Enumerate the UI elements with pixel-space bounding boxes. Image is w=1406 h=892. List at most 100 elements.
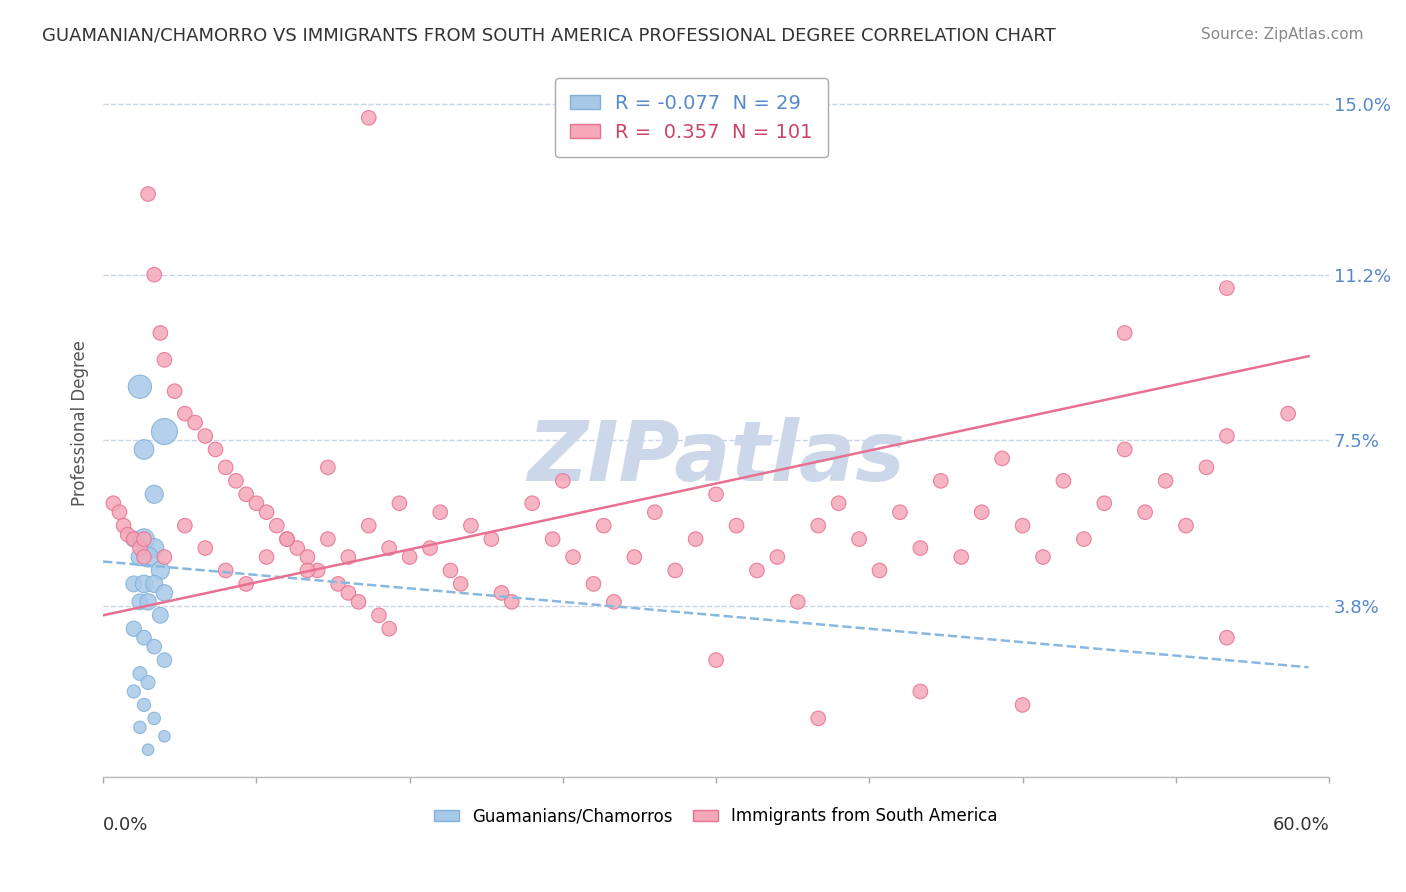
Point xyxy=(132,532,155,546)
Point xyxy=(297,564,319,578)
Point xyxy=(848,532,870,546)
Point xyxy=(132,442,155,457)
Point xyxy=(184,416,207,430)
Point xyxy=(419,541,441,555)
Point xyxy=(1216,631,1239,645)
Point xyxy=(1011,518,1033,533)
Point xyxy=(149,608,172,623)
Point xyxy=(1073,532,1095,546)
Point xyxy=(235,577,257,591)
Point xyxy=(869,564,891,578)
Point xyxy=(970,505,993,519)
Point xyxy=(122,532,145,546)
Point xyxy=(103,496,125,510)
Text: ZIPatlas: ZIPatlas xyxy=(527,417,905,499)
Point xyxy=(136,186,159,201)
Point xyxy=(136,549,159,564)
Point xyxy=(153,586,176,600)
Point xyxy=(991,451,1014,466)
Point xyxy=(725,518,748,533)
Point xyxy=(245,496,267,510)
Point xyxy=(316,532,339,546)
Point xyxy=(450,577,472,591)
Point xyxy=(950,549,973,564)
Point xyxy=(143,711,166,725)
Point xyxy=(1092,496,1115,510)
Point xyxy=(1216,429,1239,443)
Point xyxy=(132,549,155,564)
Point xyxy=(479,532,502,546)
Point xyxy=(122,622,145,636)
Point xyxy=(807,711,830,725)
Point xyxy=(929,474,952,488)
Point xyxy=(117,527,139,541)
Point xyxy=(827,496,849,510)
Point xyxy=(1114,326,1136,340)
Point xyxy=(132,532,155,546)
Point xyxy=(704,487,727,501)
Point xyxy=(1154,474,1177,488)
Point xyxy=(1195,460,1218,475)
Point xyxy=(143,577,166,591)
Point xyxy=(1133,505,1156,519)
Point xyxy=(108,505,131,519)
Point xyxy=(129,720,152,734)
Point xyxy=(129,541,152,555)
Point xyxy=(143,541,166,555)
Point xyxy=(664,564,686,578)
Point xyxy=(378,541,401,555)
Point xyxy=(132,577,155,591)
Point xyxy=(685,532,707,546)
Point xyxy=(316,460,339,475)
Point xyxy=(194,541,217,555)
Point xyxy=(173,407,195,421)
Text: GUAMANIAN/CHAMORRO VS IMMIGRANTS FROM SOUTH AMERICA PROFESSIONAL DEGREE CORRELAT: GUAMANIAN/CHAMORRO VS IMMIGRANTS FROM SO… xyxy=(42,27,1056,45)
Point xyxy=(429,505,451,519)
Point xyxy=(143,268,166,282)
Point xyxy=(337,549,360,564)
Point xyxy=(562,549,585,564)
Point xyxy=(388,496,411,510)
Point xyxy=(910,541,932,555)
Point xyxy=(204,442,226,457)
Point xyxy=(132,698,155,712)
Text: Source: ZipAtlas.com: Source: ZipAtlas.com xyxy=(1201,27,1364,42)
Point xyxy=(149,326,172,340)
Point xyxy=(704,653,727,667)
Point xyxy=(910,684,932,698)
Point xyxy=(357,518,380,533)
Point xyxy=(136,675,159,690)
Point xyxy=(1052,474,1074,488)
Point xyxy=(460,518,482,533)
Point xyxy=(194,429,217,443)
Point xyxy=(297,549,319,564)
Point xyxy=(582,577,605,591)
Point xyxy=(122,532,145,546)
Point xyxy=(215,460,238,475)
Point xyxy=(307,564,329,578)
Point xyxy=(136,743,159,757)
Point xyxy=(326,577,349,591)
Point xyxy=(1011,698,1033,712)
Y-axis label: Professional Degree: Professional Degree xyxy=(72,340,89,506)
Point xyxy=(129,595,152,609)
Point xyxy=(1277,407,1299,421)
Point xyxy=(347,595,370,609)
Point xyxy=(215,564,238,578)
Point xyxy=(122,577,145,591)
Point xyxy=(439,564,461,578)
Point xyxy=(1032,549,1054,564)
Point xyxy=(491,586,513,600)
Point xyxy=(551,474,574,488)
Point xyxy=(153,549,176,564)
Point xyxy=(592,518,614,533)
Point xyxy=(276,532,298,546)
Point xyxy=(807,518,830,533)
Point xyxy=(357,111,380,125)
Point xyxy=(143,640,166,654)
Point xyxy=(153,352,176,367)
Point xyxy=(266,518,288,533)
Point xyxy=(129,666,152,681)
Point xyxy=(522,496,544,510)
Point xyxy=(644,505,666,519)
